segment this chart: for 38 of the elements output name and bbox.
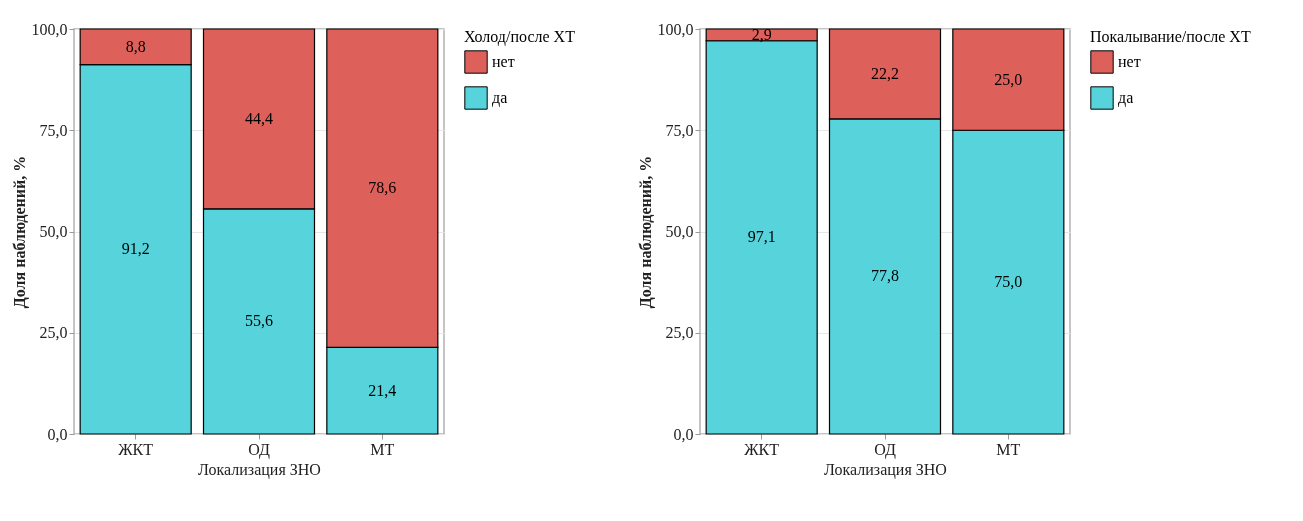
y-tick-label: 0,0 [47, 425, 68, 443]
data-label: 22,2 [871, 64, 899, 82]
y-tick-label: 100,0 [657, 20, 694, 38]
x-tick-label: МТ [996, 440, 1021, 458]
y-tick-label: 50,0 [665, 223, 694, 240]
data-label: 44,4 [245, 109, 273, 127]
legend-label: нет [492, 53, 515, 70]
legend-label: да [492, 89, 508, 107]
y-tick-label: 75,0 [665, 121, 694, 139]
legend-title: Холод/после ХТ [464, 28, 576, 46]
x-tick-label: ЖКТ [744, 440, 780, 458]
legend-title: Покалывание/после ХТ [1090, 28, 1251, 45]
legend-label: да [1118, 89, 1134, 107]
data-label: 55,6 [245, 312, 273, 330]
data-label: 97,1 [747, 228, 776, 246]
data-label: 8,8 [125, 37, 146, 55]
x-tick-label: МТ [370, 440, 395, 458]
y-tick-label: 75,0 [39, 121, 68, 139]
y-tick-label: 25,0 [39, 324, 68, 342]
y-tick-label: 25,0 [665, 324, 694, 342]
legend-label: нет [1118, 53, 1141, 70]
y-axis-title: Доля наблюдений, % [10, 155, 29, 309]
y-tick-label: 0,0 [673, 425, 694, 443]
x-tick-label: ОД [248, 440, 270, 459]
x-tick-label: ОД [874, 440, 896, 459]
data-label: 78,6 [368, 179, 397, 197]
data-label: 21,4 [368, 381, 397, 399]
x-axis-title: Локализация ЗНО [824, 460, 947, 479]
data-label: 2,9 [751, 25, 772, 43]
data-label: 77,8 [871, 267, 899, 285]
y-axis-title: Доля наблюдений, % [636, 155, 655, 309]
data-label: 75,0 [994, 273, 1023, 291]
x-tick-label: ЖКТ [118, 440, 154, 458]
x-axis-title: Локализация ЗНО [198, 460, 321, 479]
y-tick-label: 100,0 [31, 20, 68, 38]
data-label: 25,0 [994, 70, 1023, 88]
y-tick-label: 50,0 [39, 223, 68, 240]
data-label: 91,2 [121, 240, 150, 258]
